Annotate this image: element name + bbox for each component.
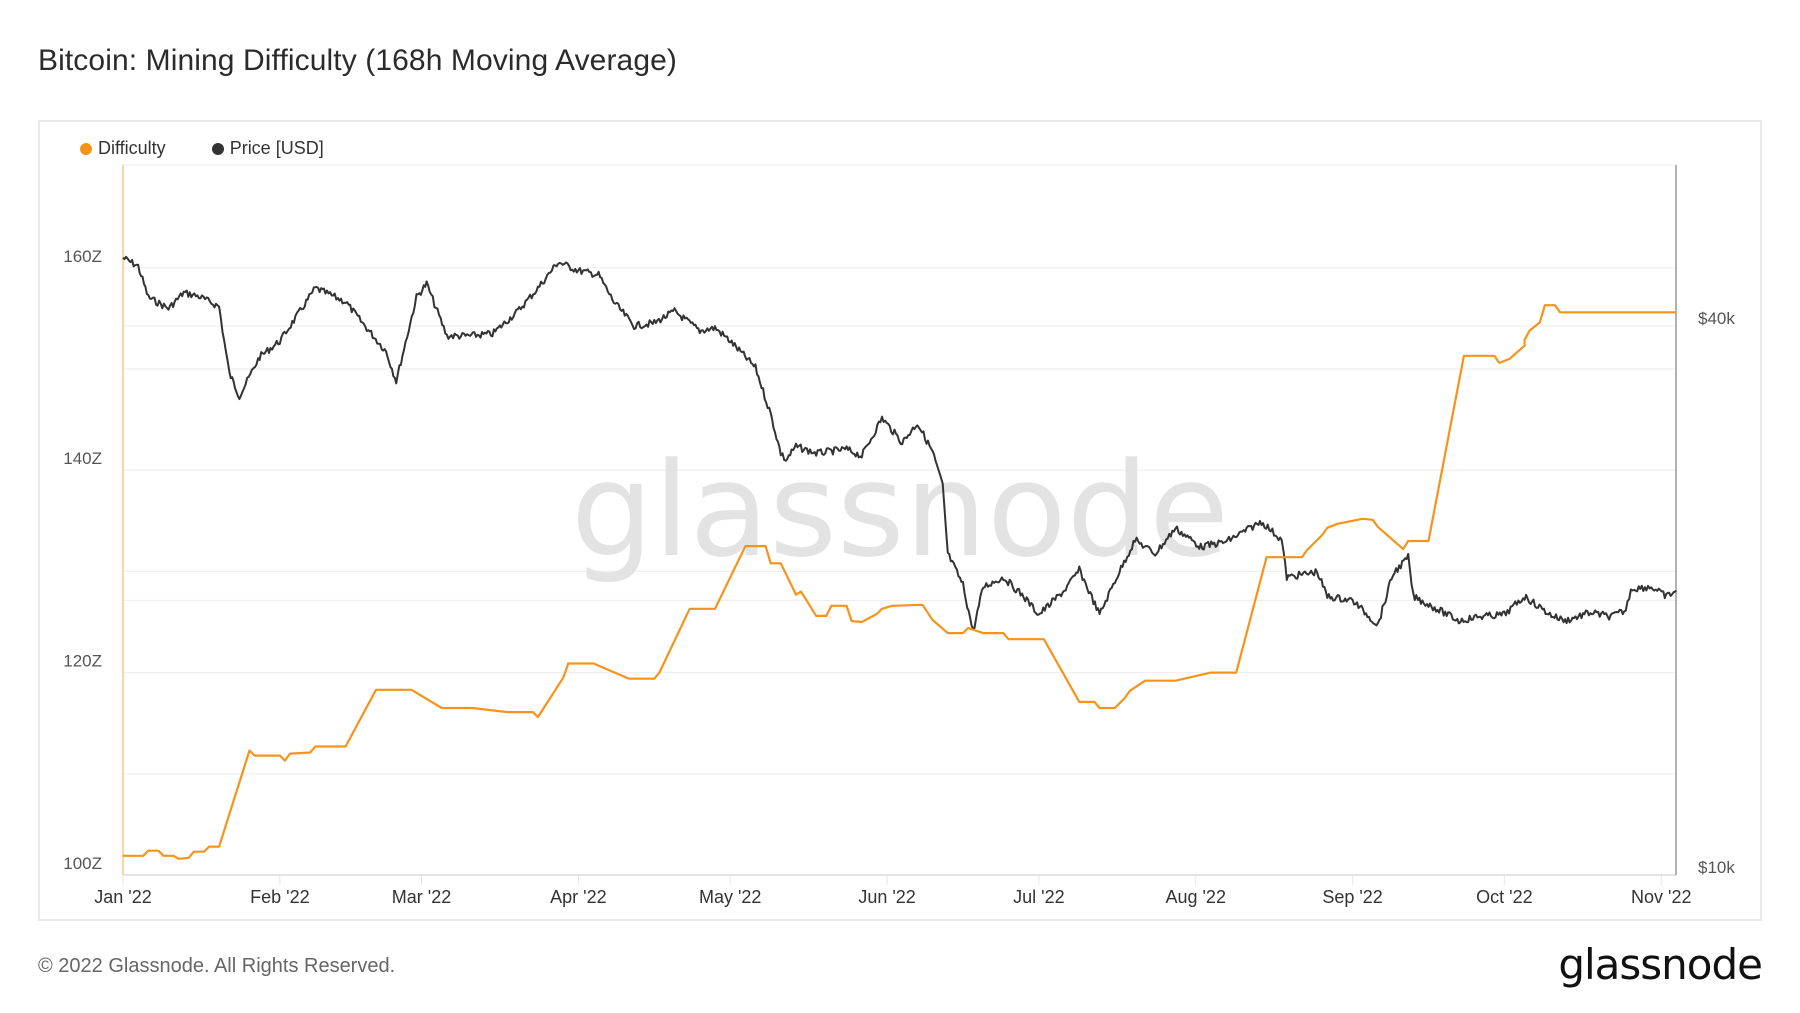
- x-tick-label: Sep '22: [1322, 887, 1383, 907]
- x-tick-label: May '22: [699, 887, 761, 907]
- x-tick-label: Jun '22: [858, 887, 915, 907]
- legend-item-price[interactable]: Price [USD]: [211, 138, 324, 159]
- chart-panel: [38, 120, 1762, 921]
- legend-label-difficulty: Difficulty: [98, 138, 166, 158]
- x-tick-label: Jan '22: [94, 887, 151, 907]
- difficulty-dot-icon: [80, 142, 92, 155]
- copyright-text: © 2022 Glassnode. All Rights Reserved.: [38, 955, 396, 977]
- page-title: Bitcoin: Mining Difficulty (168h Moving …: [38, 44, 678, 77]
- glassnode-logo: glassnode: [1558, 940, 1763, 989]
- x-tick-label: Apr '22: [550, 887, 606, 907]
- y-left-tick-label: 100Z: [63, 854, 102, 873]
- x-tick-label: Feb '22: [250, 887, 309, 907]
- y-right-tick-label: $40k: [1698, 309, 1735, 328]
- price-line[interactable]: [122, 255, 1677, 630]
- y-left-tick-label: 120Z: [63, 652, 102, 671]
- x-tick-label: Nov '22: [1631, 887, 1691, 907]
- y-right-tick-label: $10k: [1698, 858, 1735, 877]
- legend-item-difficulty[interactable]: Difficulty: [80, 138, 166, 159]
- x-tick-label: Mar '22: [392, 887, 451, 907]
- x-tick-label: Aug '22: [1165, 887, 1226, 907]
- watermark: glassnode: [571, 434, 1229, 586]
- legend-label-price: Price [USD]: [229, 138, 324, 158]
- chart-legend: Difficulty Price [USD]: [80, 138, 324, 159]
- y-left-tick-label: 160Z: [63, 247, 102, 266]
- price-dot-icon: [211, 142, 224, 155]
- difficulty-line[interactable]: [123, 304, 1677, 860]
- x-tick-label: Jul '22: [1013, 887, 1064, 907]
- x-tick-label: Oct '22: [1476, 887, 1532, 907]
- y-left-tick-label: 140Z: [63, 449, 102, 468]
